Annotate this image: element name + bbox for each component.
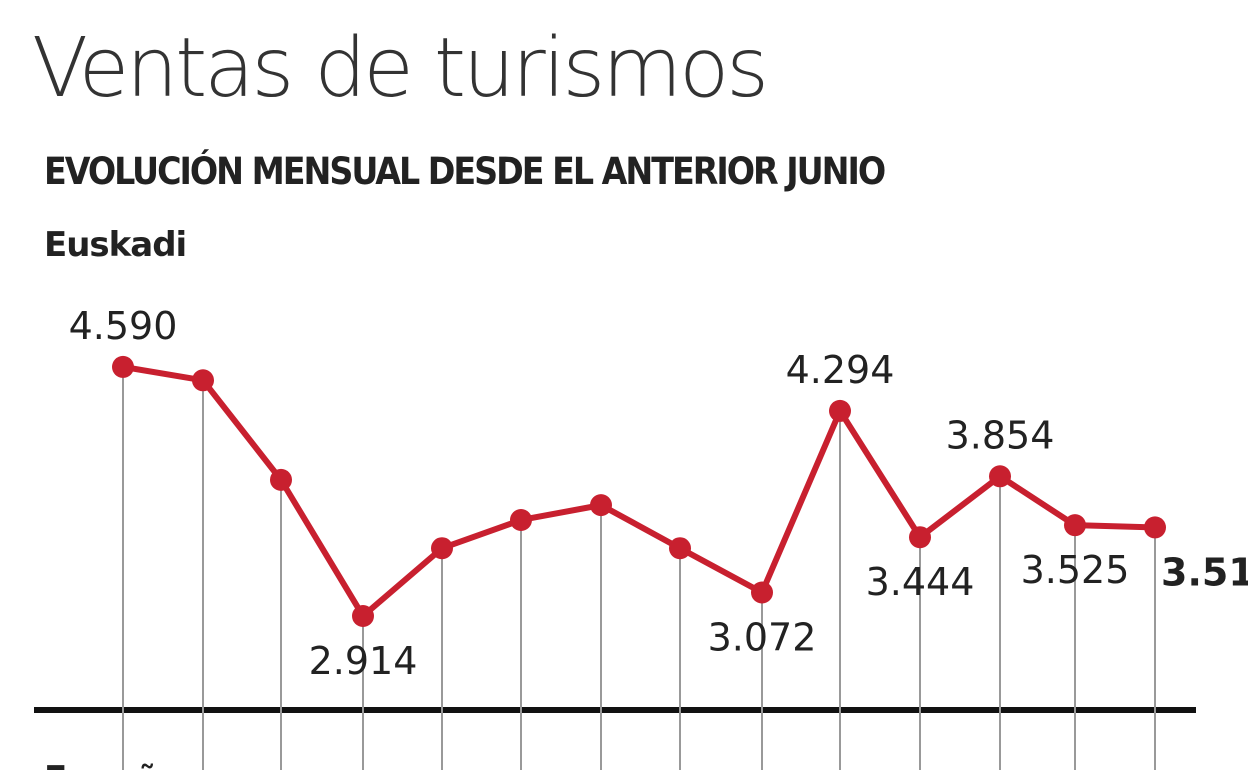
data-label: 3.854 <box>946 413 1055 457</box>
legend-entry: Euskadi <box>44 225 186 265</box>
data-label: 4.590 <box>69 304 178 348</box>
data-point <box>352 604 374 627</box>
data-point <box>192 369 214 392</box>
data-point <box>1144 516 1166 539</box>
data-point <box>1064 514 1086 537</box>
chart-title: Ventas de turismos <box>32 21 766 116</box>
data-point <box>112 355 134 378</box>
data-point <box>431 537 453 560</box>
data-point <box>510 508 532 531</box>
series-line <box>122 363 1156 619</box>
data-label: 3.525 <box>1021 548 1130 592</box>
data-point <box>909 526 931 549</box>
data-label: 3.444 <box>866 560 975 604</box>
data-point <box>989 465 1011 488</box>
data-label: 3.072 <box>708 616 817 660</box>
data-point <box>270 468 292 491</box>
data-point <box>751 581 773 604</box>
data-label: 2.914 <box>309 639 418 683</box>
data-point <box>590 494 612 517</box>
chart-subtitle: EVOLUCIÓN MENSUAL DESDE EL ANTERIOR JUNI… <box>44 149 885 193</box>
annotation: España <box>44 759 182 770</box>
data-label: 4.294 <box>786 348 895 392</box>
data-point <box>669 537 691 560</box>
data-label: 3.51 <box>1161 550 1248 594</box>
data-point <box>829 399 851 422</box>
